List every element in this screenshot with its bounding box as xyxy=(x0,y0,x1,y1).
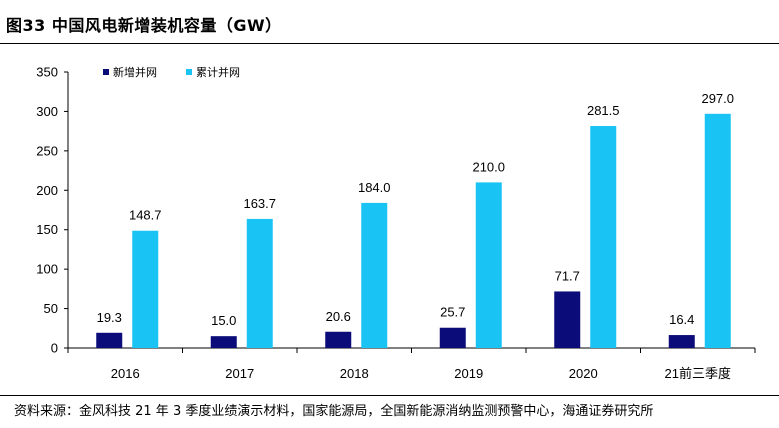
bar xyxy=(132,230,159,348)
legend-label: 累计并网 xyxy=(196,65,240,79)
x-tick-label: 2018 xyxy=(340,366,369,381)
y-tick-label: 0 xyxy=(51,341,58,356)
bar xyxy=(246,218,273,348)
x-tick-label: 2019 xyxy=(454,366,483,381)
legend-swatch xyxy=(103,69,109,75)
y-tick-label: 300 xyxy=(36,104,58,119)
legend-swatch xyxy=(186,69,192,75)
x-tick-label: 2016 xyxy=(111,366,140,381)
data-label: 20.6 xyxy=(326,309,351,324)
y-tick-label: 200 xyxy=(36,183,58,198)
bar xyxy=(554,291,581,348)
source-note: 资料来源：金风科技 21 年 3 季度业绩演示材料，国家能源局，全国新能源消纳监… xyxy=(14,404,654,419)
legend-label: 新增并网 xyxy=(113,65,157,79)
title-rule xyxy=(0,43,779,44)
data-label: 15.0 xyxy=(211,313,236,328)
legend: 新增并网 累计并网 xyxy=(103,65,240,79)
bar xyxy=(668,335,695,348)
data-label: 184.0 xyxy=(358,180,391,195)
source-rule xyxy=(0,395,779,396)
data-label: 163.7 xyxy=(243,196,276,211)
bar xyxy=(439,327,466,348)
bar xyxy=(590,126,617,348)
y-axis-ticks: 0 50 100 150 200 250 300 350 xyxy=(36,65,68,356)
bar xyxy=(704,113,731,349)
bar xyxy=(325,331,352,348)
y-tick-label: 100 xyxy=(36,262,58,277)
data-label: 148.7 xyxy=(129,208,162,223)
y-tick-label: 350 xyxy=(36,65,58,80)
bars-group xyxy=(96,113,731,349)
data-label: 25.7 xyxy=(440,305,465,320)
data-label: 16.4 xyxy=(669,312,694,327)
x-tick-label: 2017 xyxy=(225,366,254,381)
x-tick-label: 21前三季度 xyxy=(665,366,731,381)
data-labels-group: 19.3 15.0 20.6 25.7 71.7 16.4 148.7 163.7 184.0 2… xyxy=(97,91,734,328)
bar xyxy=(210,336,237,348)
bar xyxy=(475,182,502,348)
figure-title: 图33 中国风电新增装机容量（GW） xyxy=(6,16,282,35)
y-tick-label: 50 xyxy=(44,301,58,316)
data-label: 210.0 xyxy=(472,159,505,174)
data-label: 71.7 xyxy=(555,268,580,283)
y-tick-label: 150 xyxy=(36,222,58,237)
y-tick-label: 250 xyxy=(36,143,58,158)
data-label: 281.5 xyxy=(587,103,620,118)
data-label: 19.3 xyxy=(97,310,122,325)
bar xyxy=(361,202,388,348)
x-tick-label: 2020 xyxy=(569,366,598,381)
data-label: 297.0 xyxy=(701,91,734,106)
bar xyxy=(96,332,123,348)
x-axis-ticks: 2016 2017 2018 2019 2020 21前三季度 xyxy=(67,348,756,381)
